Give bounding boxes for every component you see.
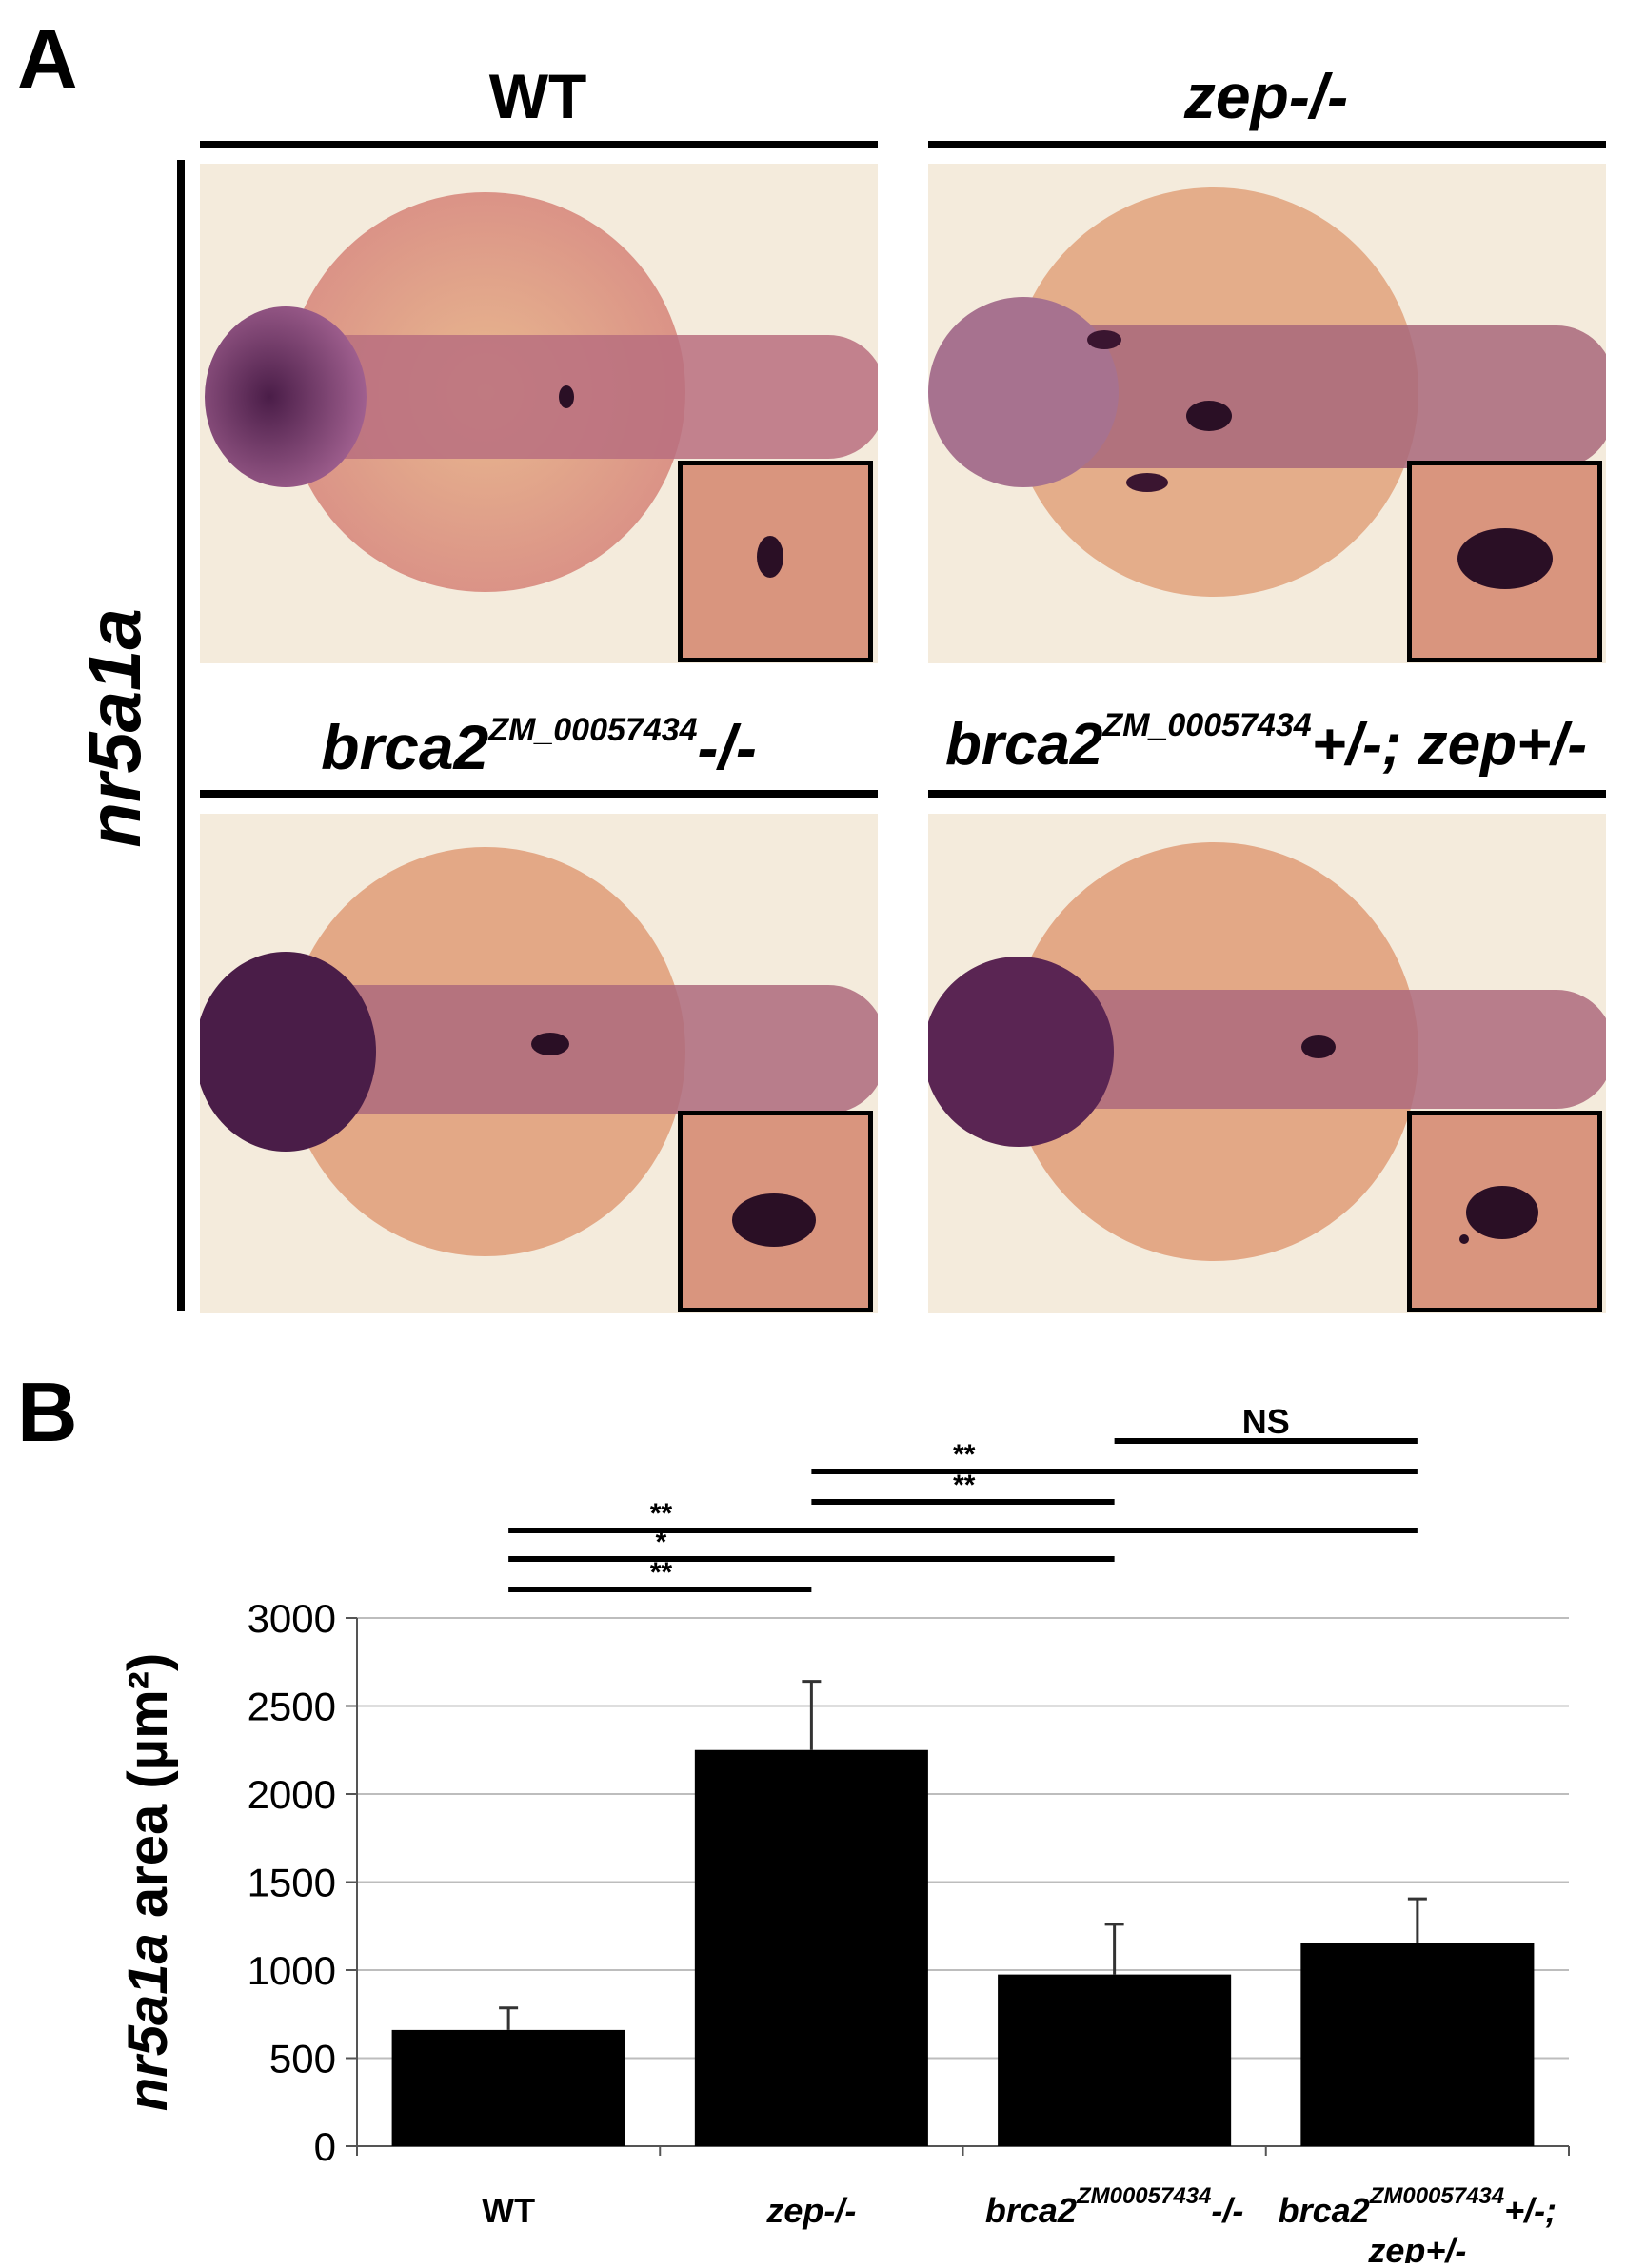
inset-double — [1407, 1111, 1602, 1312]
row-divider-line — [177, 160, 185, 1311]
bar-chart: 0 500 1000 1500 2000 2500 3000 nr5a1a area (µm²… — [0, 1390, 1626, 2268]
y-tick-label: 500 — [269, 2037, 336, 2081]
significance-label: ** — [649, 1557, 673, 1588]
y-tick-label: 0 — [314, 2124, 336, 2169]
title-brca2: brca2ZM_00057434-/- — [200, 714, 878, 779]
row-label-nr5a1a: nr5a1a — [72, 608, 156, 848]
title-zep: zep-/- — [1183, 61, 1349, 131]
underline-zep — [928, 141, 1606, 148]
y-tick-label: 2500 — [248, 1685, 336, 1729]
bar-2 — [998, 1974, 1232, 2146]
x-tick-label-0: WT — [482, 2191, 535, 2230]
bar-1 — [694, 1749, 928, 2146]
embryo-photo-brca2 — [200, 814, 878, 1313]
bar-3 — [1300, 1943, 1535, 2146]
title-brca2-sup: ZM_00057434 — [488, 712, 698, 748]
underline-double — [928, 790, 1606, 798]
underline-brca2 — [200, 790, 878, 798]
y-tick-label: 3000 — [248, 1596, 336, 1641]
inset-wt — [678, 461, 873, 662]
x-tick-label-1: zep-/- — [765, 2191, 856, 2230]
panel-b-letter: B — [17, 1365, 78, 1459]
x-tick-label-3-line2: zep+/- — [1367, 2231, 1466, 2263]
y-tick-label: 1000 — [248, 1948, 336, 1993]
x-tick-label-3: brca2ZM00057434+/-; — [1279, 2183, 1557, 2230]
title-double-base: brca2 — [944, 712, 1103, 778]
y-tick-label: 2000 — [248, 1772, 336, 1817]
bar-0 — [391, 2029, 625, 2146]
y-axis-label: nr5a1a area (µm²) — [117, 1653, 179, 2112]
embryo-photo-wt — [200, 164, 878, 663]
title-double: brca2ZM_00057434+/-; zep+/- — [919, 709, 1614, 775]
significance-label: ** — [952, 1439, 976, 1470]
underline-wt — [200, 141, 878, 148]
title-brca2-suffix: -/- — [697, 712, 757, 782]
title-brca2-base: brca2 — [321, 712, 489, 782]
inset-brca2 — [678, 1111, 873, 1312]
panel-a-letter: A — [17, 11, 78, 106]
title-wt: WT — [488, 61, 587, 131]
significance-label: NS — [1242, 1402, 1290, 1441]
title-double-suffix: +/-; zep+/- — [1311, 712, 1588, 778]
y-tick-label: 1500 — [248, 1861, 336, 1905]
inset-zep — [1407, 461, 1602, 662]
title-double-sup: ZM_00057434 — [1102, 707, 1312, 743]
x-tick-label-2: brca2ZM00057434-/- — [985, 2183, 1244, 2230]
significance-label: * — [654, 1527, 666, 1558]
significance-label: ** — [952, 1469, 976, 1501]
significance-label: ** — [649, 1498, 673, 1529]
